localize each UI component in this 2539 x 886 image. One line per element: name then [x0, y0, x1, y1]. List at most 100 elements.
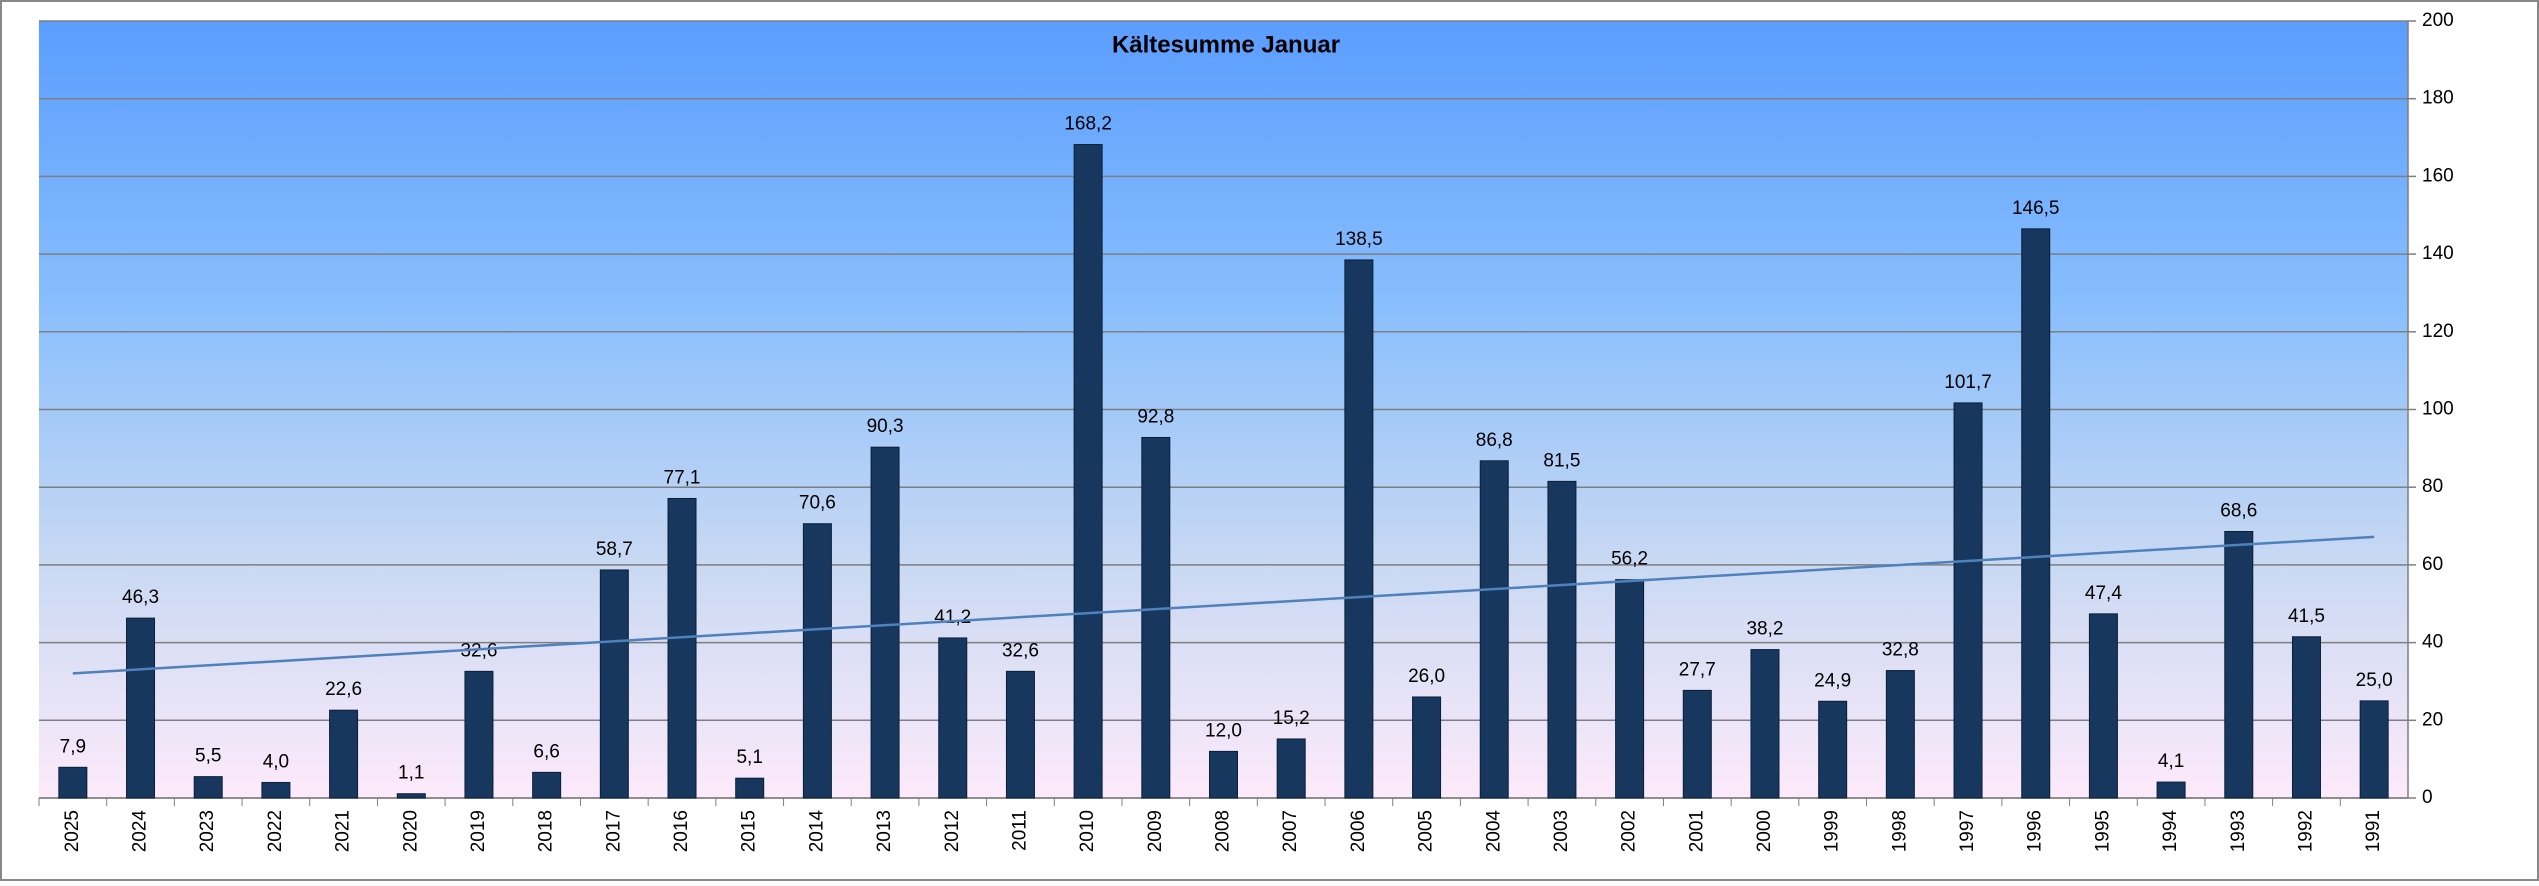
x-tick-label: 2012 — [942, 810, 963, 852]
x-tick-label: 2019 — [468, 810, 489, 852]
data-label: 46,3 — [122, 587, 159, 608]
x-tick-label: 2023 — [197, 810, 218, 852]
x-tick-label: 2008 — [1213, 810, 1234, 852]
data-label: 70,6 — [799, 493, 836, 514]
data-label: 1,1 — [398, 763, 424, 784]
bar — [1276, 738, 1306, 799]
data-label: 4,1 — [2158, 751, 2184, 772]
x-tick-label: 1998 — [1889, 810, 1910, 852]
bar — [2156, 781, 2186, 799]
bar — [1141, 436, 1171, 799]
x-tick-label: 1993 — [2228, 810, 2249, 852]
data-label: 4,0 — [263, 751, 289, 772]
x-tick-label: 1995 — [2092, 810, 2113, 852]
x-tick-label: 2000 — [1754, 810, 1775, 852]
x-tick-label: 1999 — [1822, 810, 1843, 852]
data-label: 32,6 — [460, 640, 497, 661]
bar — [1209, 750, 1238, 799]
y-tick-label: 80 — [2422, 476, 2443, 497]
y-tick-label: 140 — [2422, 243, 2454, 264]
x-tick-label: 2014 — [806, 810, 827, 853]
bar — [2291, 636, 2321, 799]
y-tick-label: 0 — [2422, 787, 2433, 808]
bar — [2359, 700, 2389, 799]
x-tick-label: 2015 — [739, 810, 760, 852]
data-label: 146,5 — [2012, 198, 2060, 219]
bar — [396, 793, 426, 799]
data-label: 5,1 — [736, 747, 762, 768]
x-tick-label: 1996 — [2025, 810, 2046, 852]
bar — [938, 637, 968, 799]
data-label: 81,5 — [1543, 450, 1580, 471]
x-tick-label: 2009 — [1145, 810, 1166, 852]
x-tick-label: 2011 — [1009, 810, 1030, 851]
y-tick-label: 120 — [2422, 321, 2454, 342]
bar — [329, 709, 359, 799]
bar — [2088, 613, 2118, 799]
data-label: 90,3 — [867, 416, 904, 437]
bar — [2224, 530, 2254, 799]
bar — [1547, 480, 1577, 799]
x-tick-label: 2001 — [1686, 810, 1707, 852]
bar — [667, 497, 697, 799]
x-tick-label: 2025 — [62, 810, 83, 852]
chart-title: Kältesumme Januar — [1112, 31, 1340, 58]
x-tick-label: 2006 — [1348, 810, 1369, 852]
data-label: 101,7 — [1944, 372, 1992, 393]
bar — [1615, 579, 1645, 799]
data-label: 32,6 — [1002, 640, 1039, 661]
bar — [1005, 670, 1035, 799]
bar — [1412, 696, 1442, 799]
data-label: 41,5 — [2288, 606, 2325, 627]
y-tick-label: 200 — [2422, 10, 2454, 31]
x-tick-label: 2017 — [603, 810, 624, 852]
data-label: 27,7 — [1679, 659, 1716, 680]
bar — [464, 670, 494, 799]
bar — [1885, 670, 1915, 799]
data-label: 32,8 — [1882, 640, 1919, 661]
x-tick-label: 2013 — [874, 810, 895, 852]
data-label: 86,8 — [1476, 430, 1513, 451]
data-label: 22,6 — [325, 679, 362, 700]
bar — [1073, 144, 1103, 799]
bar — [532, 771, 562, 799]
bar — [1818, 700, 1848, 799]
x-tick-label: 2022 — [265, 810, 286, 852]
y-tick-label: 20 — [2422, 709, 2443, 730]
y-tick-label: 180 — [2422, 88, 2454, 109]
x-tick-label: 2002 — [1619, 810, 1640, 852]
data-label: 58,7 — [596, 539, 633, 560]
x-tick-label: 2007 — [1280, 810, 1301, 852]
data-label: 56,2 — [1611, 549, 1648, 570]
x-tick-label: 2016 — [671, 810, 692, 852]
bar — [1344, 259, 1374, 799]
x-tick-label: 1991 — [2363, 810, 2384, 852]
data-label: 24,9 — [1814, 670, 1851, 691]
x-tick-label: 2020 — [400, 810, 421, 852]
x-tick-label: 2003 — [1551, 810, 1572, 852]
bar — [1953, 402, 1983, 799]
bar — [599, 569, 629, 799]
y-tick-label: 40 — [2422, 632, 2443, 653]
x-tick-label: 1992 — [2295, 810, 2316, 852]
data-label: 92,8 — [1137, 406, 1174, 427]
data-label: 77,1 — [664, 467, 701, 488]
bar — [870, 446, 900, 799]
data-label: 38,2 — [1746, 619, 1783, 640]
x-tick-label: 2010 — [1077, 810, 1098, 852]
data-label: 25,0 — [2356, 670, 2393, 691]
x-tick-label: 2024 — [130, 810, 151, 853]
data-label: 41,2 — [934, 607, 971, 628]
bar — [126, 617, 156, 799]
data-label: 168,2 — [1064, 114, 1112, 135]
y-tick-label: 160 — [2422, 165, 2454, 186]
bar — [802, 523, 832, 799]
data-label: 15,2 — [1273, 708, 1310, 729]
data-label: 12,0 — [1205, 720, 1242, 741]
x-tick-label: 2018 — [536, 810, 557, 852]
x-tick-label: 2004 — [1483, 810, 1504, 853]
bar — [58, 766, 88, 799]
bar — [193, 776, 223, 799]
x-tick-label: 2021 — [333, 810, 354, 852]
